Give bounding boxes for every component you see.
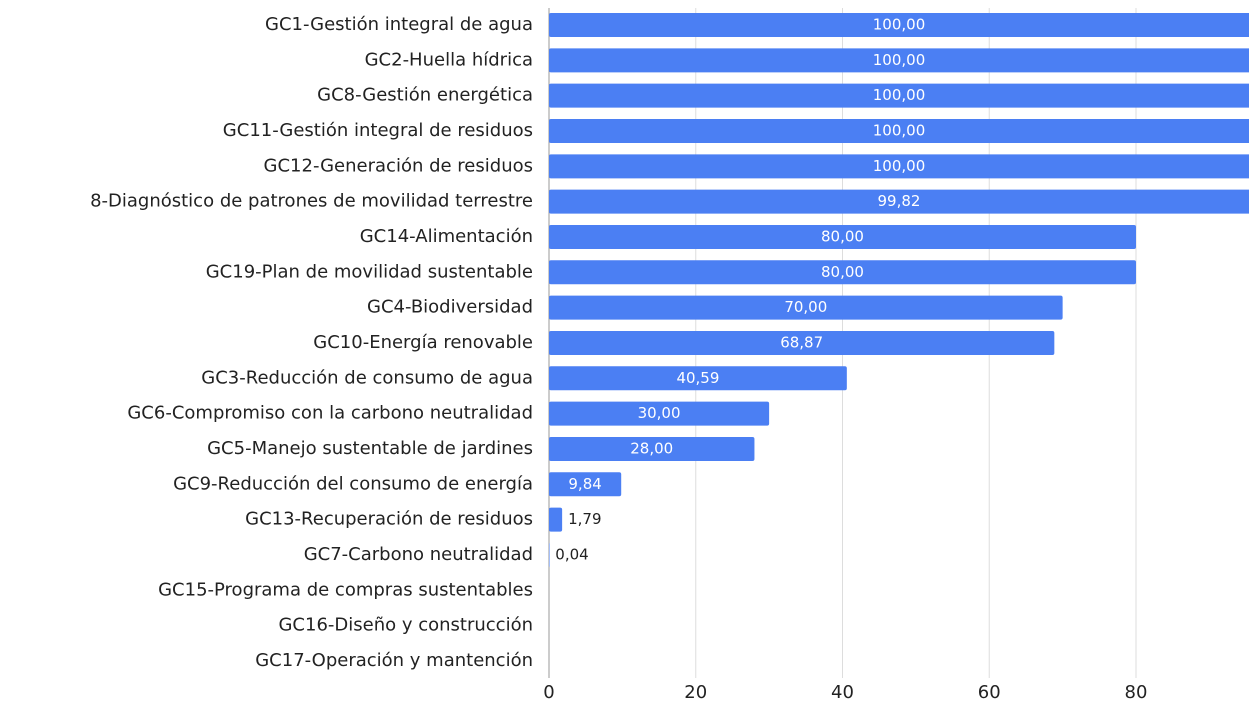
value-label: 80,00	[821, 227, 864, 245]
y-tick-label: GC14-Alimentación	[360, 226, 533, 247]
y-tick-label: GC11-Gestión integral de residuos	[223, 120, 533, 141]
bar	[549, 189, 1249, 214]
y-tick-label: GC16-Diseño y construcción	[278, 615, 533, 636]
value-label: 99,82	[878, 192, 921, 210]
y-tick-label: GC2-Huella hídrica	[365, 49, 533, 70]
x-tick-label: 60	[978, 682, 1001, 703]
y-tick-label: GC15-Programa de compras sustentables	[158, 579, 533, 600]
bar	[549, 472, 622, 497]
y-tick-label: GC12-Generación de residuos	[264, 155, 533, 176]
y-tick-label: GC6-Compromiso con la carbono neutralida…	[127, 403, 533, 424]
bar	[549, 83, 1249, 108]
value-label: 100,00	[873, 157, 926, 175]
value-label: 28,00	[630, 439, 673, 457]
bar	[549, 13, 1249, 37]
bar	[549, 507, 563, 532]
bar	[549, 224, 1137, 249]
y-tick-label: GC8-Gestión energética	[317, 85, 533, 106]
y-tick-label: GC5-Manejo sustentable de jardines	[207, 438, 533, 459]
value-label: 100,00	[873, 51, 926, 69]
y-tick-label: GC1-Gestión integral de agua	[265, 14, 533, 35]
value-label: 1,79	[568, 510, 601, 528]
bar	[549, 366, 847, 391]
bar	[549, 542, 550, 567]
value-label: 80,00	[821, 263, 864, 281]
value-label: 100,00	[873, 86, 926, 104]
y-tick-label: 8-Diagnóstico de patrones de movilidad t…	[90, 191, 533, 212]
bar	[549, 330, 1055, 355]
x-tick-label: 40	[831, 682, 854, 703]
value-label: 68,87	[780, 333, 823, 351]
bar	[549, 436, 755, 461]
y-tick-label: GC9-Reducción del consumo de energía	[173, 473, 533, 494]
value-label: 0,04	[555, 545, 588, 563]
value-label: 40,59	[676, 369, 719, 387]
x-tick-label: 80	[1125, 682, 1148, 703]
bar	[549, 260, 1137, 285]
value-label: 100,00	[873, 121, 926, 139]
y-tick-label: GC13-Recuperación de residuos	[245, 509, 533, 530]
y-tick-label: GC3-Reducción de consumo de agua	[201, 367, 533, 388]
x-tick-label: 20	[684, 682, 707, 703]
bar	[549, 154, 1249, 179]
y-tick-label: GC19-Plan de movilidad sustentable	[206, 261, 533, 282]
y-tick-label: GC17-Operación y mantención	[255, 650, 533, 671]
y-tick-label: GC7-Carbono neutralidad	[304, 544, 533, 565]
y-tick-label: GC4-Biodiversidad	[367, 297, 533, 318]
value-label: 30,00	[638, 404, 681, 422]
bar	[549, 295, 1063, 320]
y-tick-label: GC10-Energía renovable	[313, 332, 533, 353]
value-label: 100,00	[873, 16, 926, 34]
bar	[549, 48, 1249, 73]
x-tick-label: 0	[543, 682, 554, 703]
value-label: 9,84	[568, 475, 601, 493]
bar	[549, 118, 1249, 143]
bar	[549, 401, 770, 426]
value-label: 70,00	[784, 298, 827, 316]
